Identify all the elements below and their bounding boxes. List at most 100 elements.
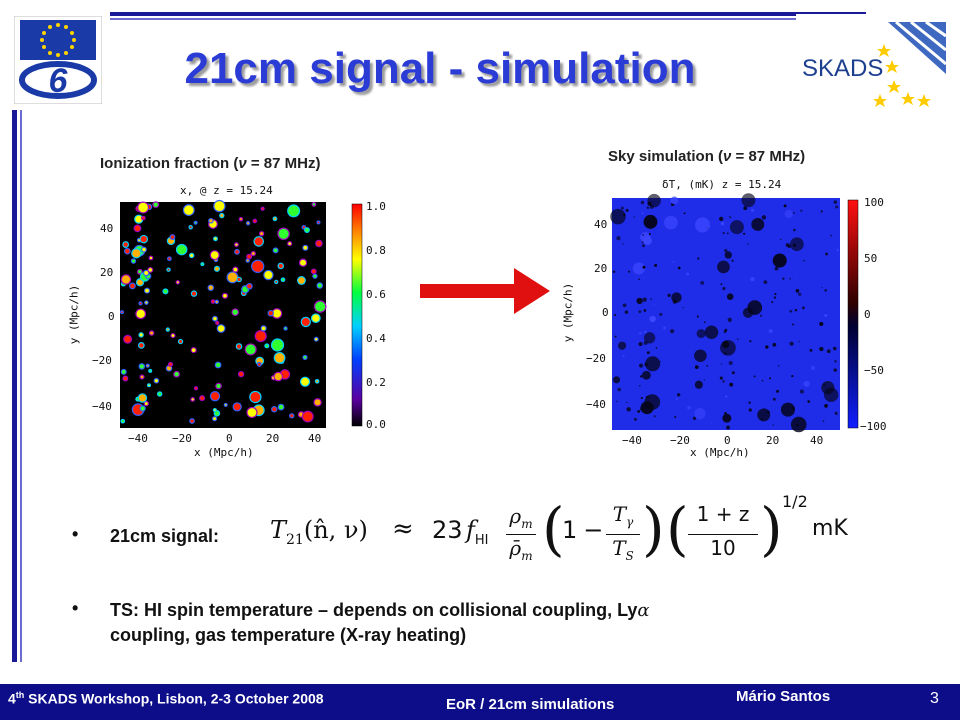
sky-feature [683, 212, 686, 215]
ionized-region-core [290, 414, 294, 418]
left-rule-thin [20, 110, 22, 662]
right-panel-caption: Sky simulation (ν = 87 MHz) [608, 148, 806, 165]
sky-feature [640, 375, 643, 378]
sky-feature [722, 413, 732, 423]
ionized-region-core [131, 259, 136, 263]
sky-feature [790, 416, 807, 433]
sky-feature [729, 382, 734, 387]
sky-feature [622, 354, 625, 358]
ionized-region-core [158, 392, 162, 396]
sky-feature [671, 292, 682, 303]
ionized-region-core [139, 333, 143, 337]
sky-feature [743, 206, 748, 211]
ionized-region-core [174, 372, 179, 377]
sky-feature [644, 394, 661, 410]
sky-feature [768, 329, 773, 334]
top-rule-thin [110, 18, 866, 20]
colorbar-tick: 0.0 [366, 418, 386, 431]
ionized-region-core [314, 399, 321, 406]
ionized-region-core [301, 377, 309, 386]
sky-feature [654, 263, 658, 267]
ionized-region-core [211, 392, 220, 401]
y-tick: 20 [594, 262, 608, 275]
sky-feature [763, 280, 768, 285]
ionized-region-core [190, 253, 194, 257]
sky-feature [737, 338, 739, 340]
ionized-region-core [194, 387, 197, 390]
sky-feature [640, 200, 645, 205]
sky-feature [729, 220, 744, 235]
ionized-region-core [272, 309, 282, 318]
sky-feature [768, 377, 772, 380]
sky-feature [731, 371, 735, 375]
sky-feature [747, 300, 763, 315]
sky-feature [807, 400, 811, 403]
ionized-region-core [135, 215, 143, 223]
ionized-region-core [171, 334, 175, 337]
sky-feature [655, 347, 658, 349]
x-tick: −40 [128, 432, 148, 445]
ionized-region-core [213, 316, 217, 321]
sky-feature [731, 259, 734, 262]
ionized-region-core [125, 249, 130, 254]
sky-feature [643, 332, 656, 344]
sky-feature [772, 424, 774, 426]
sky-feature [640, 396, 643, 400]
ionized-region-core [233, 403, 241, 411]
sky-feature [682, 307, 684, 309]
sky-feature [836, 248, 839, 252]
page-number: 3 [930, 690, 939, 707]
sky-feature [725, 395, 728, 398]
svg-text:6: 6 [49, 62, 69, 100]
sky-feature [726, 232, 729, 235]
ionized-region-core [139, 364, 144, 369]
ionized-region-core [253, 219, 256, 223]
ionized-region-core [136, 309, 145, 319]
sky-feature [789, 278, 791, 280]
sky-feature [774, 293, 777, 296]
sky-feature [833, 368, 837, 372]
sky-feature [676, 397, 678, 400]
ionized-region-core [166, 366, 172, 371]
ionized-region-core [275, 280, 278, 283]
ionized-region-core [211, 300, 215, 303]
sky-feature [649, 315, 656, 323]
colorbar-tick: −100 [860, 420, 887, 433]
sky-feature [617, 387, 622, 392]
sky-feature [622, 243, 624, 245]
ionized-region-core [227, 272, 238, 283]
colorbar [847, 199, 859, 429]
ionized-region-core [121, 420, 124, 423]
sky-feature [793, 228, 796, 232]
sky-feature [618, 341, 627, 350]
sky-feature [824, 403, 828, 408]
sky-feature [645, 356, 661, 372]
x-tick: 40 [810, 434, 824, 447]
sky-feature [696, 329, 706, 339]
ionized-region-core [124, 335, 131, 343]
sky-feature [663, 326, 666, 330]
y-tick: −40 [586, 398, 606, 411]
bullet-signal: 21cm signal: [110, 526, 220, 546]
ionized-region-core [313, 274, 317, 278]
x-tick: 20 [266, 432, 280, 445]
sky-feature [638, 278, 640, 280]
ionized-region-core [245, 344, 256, 355]
ionized-region-core [235, 243, 238, 246]
ionized-region-core [214, 411, 220, 416]
ionized-region-core [149, 370, 152, 372]
sky-feature [622, 303, 627, 308]
sky-feature [720, 283, 723, 286]
ionized-region-core [140, 375, 144, 379]
sky-feature [722, 286, 726, 291]
sky-feature [694, 349, 707, 362]
sky-feature [820, 210, 823, 213]
sky-feature [777, 364, 780, 367]
ionized-region-core [316, 380, 319, 383]
sky-feature [748, 408, 752, 412]
ionized-region-core [167, 268, 170, 271]
ionized-region-core [213, 417, 216, 421]
colorbar-tick: 0.4 [366, 332, 386, 345]
y-tick: 40 [100, 222, 114, 235]
ionized-region-core [250, 392, 261, 403]
